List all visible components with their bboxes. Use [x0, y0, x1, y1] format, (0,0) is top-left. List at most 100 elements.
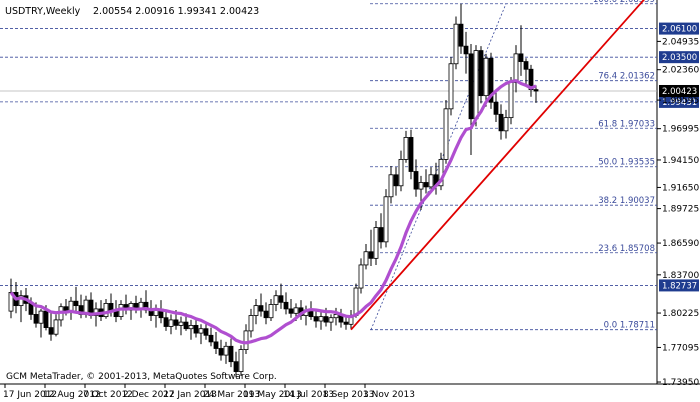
bull-candle-body	[448, 63, 454, 110]
x-tick-label: 2 Dec 2012	[123, 390, 175, 400]
y-tick-label: 2.04935	[662, 37, 699, 47]
price-level-label: 1.82737	[662, 281, 697, 291]
candle	[208, 327, 214, 347]
bull-candle-body	[398, 159, 404, 187]
horizontal-levels[interactable]: 2.06100 2.03500 1.99431 1.82737 2.00423	[0, 22, 699, 292]
candle	[253, 299, 259, 325]
bear-candle-body	[498, 113, 504, 132]
bear-candle-body	[283, 301, 289, 310]
candle	[498, 104, 504, 140]
fib-level-label: 23.6 1.85708	[598, 244, 655, 254]
bear-candle-body	[208, 334, 214, 343]
candle	[508, 76, 514, 125]
bull-candle-body	[383, 196, 389, 243]
candle	[73, 286, 79, 312]
bull-candle-body	[188, 325, 194, 330]
chart-header-ohlc: 2.00554 2.00916 1.99341 2.00423	[93, 6, 259, 17]
candle	[258, 293, 264, 317]
candle	[478, 46, 484, 104]
x-tick-label: 3 Nov 2013	[363, 390, 415, 400]
bear-candle-body	[173, 319, 179, 326]
y-tick-label: 1.73950	[662, 378, 699, 388]
x-tick-label: 17 Jun 2012	[3, 390, 57, 400]
current-price-label: 2.00423	[662, 87, 697, 97]
y-tick-label: 2.02360	[662, 66, 699, 76]
bull-candle-body	[428, 174, 434, 188]
bull-candle-body	[273, 295, 279, 305]
candle	[103, 299, 109, 319]
bear-candle-body	[218, 348, 224, 356]
candle	[368, 229, 374, 267]
bear-candle-body	[213, 341, 219, 349]
bull-candle-body	[483, 57, 489, 97]
bull-candle-body	[243, 330, 249, 350]
y-tick-label: 1.77095	[662, 343, 699, 353]
copyright-text: GCM MetaTrader, © 2001-2013, MetaQuotes …	[6, 372, 277, 382]
bull-candle-body	[198, 328, 204, 334]
bear-candle-body	[458, 23, 464, 47]
bull-candle-body	[318, 316, 324, 322]
y-tick-label: 1.80225	[662, 309, 699, 319]
candle	[458, 3, 464, 54]
fibonacci-retracement[interactable]: 100.0 2.08359 76.4 2.01362 61.8 1.97033 50.…	[370, 0, 657, 331]
candle	[438, 152, 444, 191]
candle	[443, 100, 449, 164]
bull-candle-body	[443, 108, 449, 160]
bear-candle-body	[323, 316, 329, 323]
candle	[488, 52, 494, 109]
fib-trend-diagonal	[370, 3, 507, 330]
candle	[453, 16, 459, 70]
trend-line-layer[interactable]	[350, 0, 657, 331]
candle	[383, 189, 389, 248]
x-tick-label: 7 Oct 2012	[83, 390, 133, 400]
fib-level-label: 0.0 1.78711	[604, 321, 655, 331]
candle	[248, 308, 254, 338]
candle	[18, 290, 24, 323]
fib-level-label: 61.8 1.97033	[598, 119, 655, 129]
candle	[448, 57, 454, 116]
candle	[333, 307, 339, 326]
price-level-label: 2.06100	[662, 25, 697, 35]
price-axis: 2.04935 2.02360 1.99595 1.96995 1.94150 1.916…	[657, 37, 699, 388]
bear-candle-body	[33, 314, 39, 324]
bull-candle-body	[53, 319, 59, 335]
candle	[278, 283, 284, 309]
moving-average-layer	[9, 79, 537, 345]
candle	[53, 314, 59, 337]
candle	[213, 332, 219, 354]
bear-candle-body	[393, 174, 399, 187]
bear-candle-body	[233, 361, 239, 372]
bear-candle-body	[413, 171, 419, 190]
bear-candle-body	[288, 308, 294, 314]
candle	[408, 129, 414, 180]
candle	[288, 299, 294, 318]
candle	[263, 302, 269, 325]
trend-line[interactable]	[350, 0, 657, 331]
bear-candle-body	[258, 305, 264, 312]
bull-candle-body	[503, 117, 509, 132]
y-tick-label: 1.83700	[662, 271, 699, 281]
bull-candle-body	[293, 307, 299, 314]
bull-candle-body	[473, 50, 479, 120]
bear-candle-body	[478, 50, 484, 97]
candle	[233, 351, 239, 378]
bear-candle-body	[193, 325, 199, 334]
candle	[228, 338, 234, 368]
x-tick-label: 27 Jan 2013	[163, 390, 217, 400]
bull-candle-body	[248, 315, 254, 332]
bear-candle-body	[73, 300, 79, 307]
price-level-box	[659, 22, 699, 35]
chart-header-symbol: USDTRY,Weekly	[5, 6, 81, 17]
candle	[503, 109, 509, 139]
bull-candle-body	[508, 82, 514, 119]
bear-candle-body	[313, 316, 319, 322]
x-tick-label: 19 May 2013	[243, 390, 302, 400]
bull-candle-body	[253, 305, 259, 316]
bull-candle-body	[68, 300, 74, 312]
candle	[223, 341, 229, 364]
candle	[413, 159, 419, 197]
price-level-box	[659, 51, 699, 64]
candle	[313, 308, 319, 328]
candle	[363, 244, 369, 270]
